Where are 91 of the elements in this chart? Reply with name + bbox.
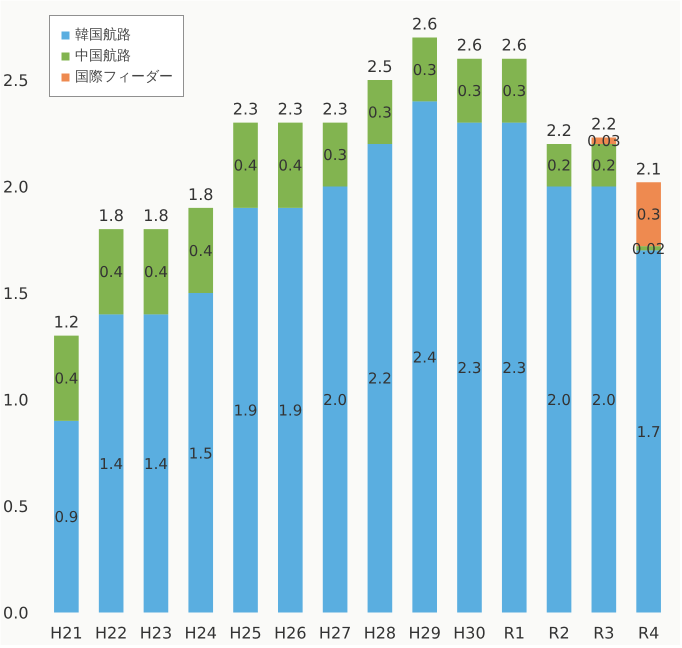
bar <box>412 101 437 612</box>
y-tick-label: 2.5 <box>3 71 29 90</box>
total-label: 2.3 <box>278 100 304 119</box>
data-label: 0.02 <box>632 240 666 258</box>
bar <box>188 208 214 294</box>
total-label: 2.6 <box>456 36 482 55</box>
x-tick-label: H21 <box>50 624 83 642</box>
bar <box>54 336 79 421</box>
bar <box>412 37 437 102</box>
y-tick-label: 0.5 <box>3 497 29 516</box>
total-label: 1.8 <box>188 184 214 204</box>
x-tick-label: H25 <box>229 624 262 642</box>
data-label: 0.3 <box>368 103 392 122</box>
bar <box>457 58 482 123</box>
data-label: 0.4 <box>278 156 302 175</box>
x-tick-label: H29 <box>408 624 441 642</box>
data-label: 2.3 <box>502 359 526 378</box>
data-label: 0.3 <box>502 82 526 100</box>
bar <box>278 208 303 612</box>
y-tick-label: 1.5 <box>3 284 29 304</box>
bar <box>368 80 392 144</box>
legend-label: 国際フィーダー <box>75 68 173 86</box>
x-tick-label: H26 <box>274 624 307 642</box>
x-tick-label: H24 <box>184 624 217 642</box>
data-label: 1.9 <box>278 402 302 420</box>
data-label: 2.4 <box>412 348 437 366</box>
bar <box>546 144 572 187</box>
total-label: 2.6 <box>412 14 438 34</box>
total-label: 2.3 <box>232 100 258 119</box>
bar <box>368 144 392 612</box>
total-label: 1.8 <box>98 206 124 226</box>
x-tick-label: H23 <box>140 624 172 642</box>
data-label: 0.4 <box>144 263 168 282</box>
bar <box>188 293 214 612</box>
x-tick-label: H30 <box>453 624 486 642</box>
data-label: 0.9 <box>54 508 78 526</box>
legend-label: 中国航路 <box>75 47 131 65</box>
bar <box>322 122 348 187</box>
total-label: 2.6 <box>502 36 527 55</box>
data-label: 1.4 <box>144 454 168 473</box>
bar <box>278 122 303 208</box>
data-label: 0.3 <box>323 146 348 164</box>
data-label: 2.0 <box>592 391 616 410</box>
total-label: 2.2 <box>546 120 572 140</box>
data-label: 2.3 <box>458 359 482 378</box>
bar <box>546 186 572 612</box>
bar <box>144 314 168 612</box>
y-tick-label: 1.0 <box>3 390 29 410</box>
bar <box>233 208 258 612</box>
data-label: 2.0 <box>547 391 571 410</box>
bar <box>98 229 124 314</box>
total-label: 2.5 <box>367 57 393 76</box>
bar <box>592 186 616 612</box>
total-label: 2.1 <box>636 159 662 178</box>
bar <box>144 229 168 314</box>
data-label: 2.0 <box>323 391 348 410</box>
x-tick-label: H27 <box>318 624 352 642</box>
data-label: 1.7 <box>636 422 661 441</box>
bar <box>54 420 79 612</box>
total-label: 1.2 <box>54 312 80 332</box>
data-label: 1.5 <box>188 444 213 462</box>
data-label: 0.2 <box>592 156 616 175</box>
y-tick-label: 2.0 <box>3 178 29 197</box>
x-tick-label: R1 <box>504 624 525 642</box>
x-tick-label: R2 <box>548 624 570 642</box>
y-tick-label: 0.0 <box>3 604 29 622</box>
data-label: 1.4 <box>99 454 124 473</box>
legend-label: 韓国航路 <box>75 26 131 44</box>
total-label: 2.3 <box>322 100 348 119</box>
x-tick-label: H28 <box>364 624 396 642</box>
data-label: 1.9 <box>234 402 258 420</box>
x-tick-label: H22 <box>94 624 128 642</box>
data-label: 0.4 <box>188 242 213 260</box>
data-label: 0.3 <box>458 82 482 100</box>
bar <box>502 122 527 612</box>
data-label: 2.2 <box>368 370 392 388</box>
data-label: 0.2 <box>547 156 571 175</box>
bar <box>233 122 258 208</box>
bar <box>502 58 527 123</box>
bar <box>457 122 482 612</box>
data-label: 0.3 <box>636 206 661 224</box>
data-label: 0.3 <box>412 60 437 79</box>
total-label: 2.2 <box>591 114 617 134</box>
data-label: 0.4 <box>99 263 124 282</box>
data-label: 0.4 <box>234 156 258 175</box>
x-tick-label: R3 <box>593 624 614 642</box>
bar <box>98 314 124 612</box>
data-label: 0.4 <box>54 370 78 388</box>
x-tick-label: R4 <box>638 624 660 642</box>
total-label: 1.8 <box>143 206 169 226</box>
bar <box>322 186 348 612</box>
